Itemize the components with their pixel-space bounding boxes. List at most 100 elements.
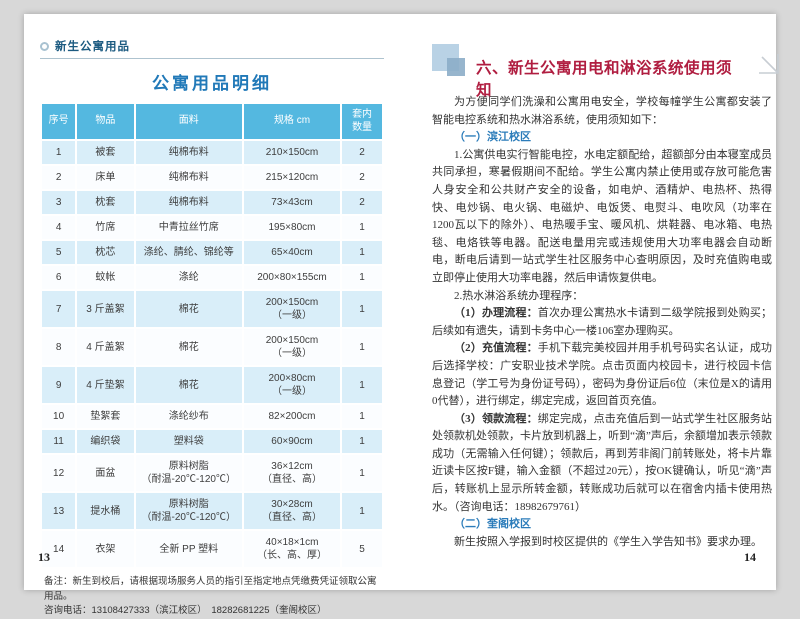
cell-material: 原料树脂 （耐温-20℃-120℃）	[135, 455, 242, 491]
cell-index: 3	[42, 191, 76, 214]
cell-spec: 210×150cm	[243, 141, 341, 164]
decor-square-dark	[447, 58, 465, 76]
cell-spec: 73×43cm	[243, 191, 341, 214]
table-row: 5 枕芯 涤纶、腈纶、锦纶等 65×40cm 1	[42, 241, 382, 264]
book-spread: 新生公寓用品 公寓用品明细 序号 物品 面料 规格 cm 套内 数量 1 被套 …	[24, 14, 779, 616]
cell-material: 塑料袋	[135, 430, 242, 453]
cell-index: 1	[42, 141, 76, 164]
intro-paragraph: 为方便同学们洗澡和公寓用电安全，学校每幢学生公寓都安装了智能电控系统和热水淋浴系…	[432, 96, 772, 126]
campus1-heading: （一）滨江校区	[454, 131, 531, 144]
cell-material: 纯棉布料	[135, 191, 242, 214]
col-header-spec: 规格 cm	[243, 104, 341, 139]
cell-item: 被套	[77, 141, 134, 164]
cell-item: 编织袋	[77, 430, 134, 453]
step2-text: 手机下载完美校园并用手机号码实名认证，成功后选择学校：广安职业技术学院。点击页面…	[432, 342, 773, 408]
supplies-table: 序号 物品 面料 规格 cm 套内 数量 1 被套 纯棉布料 210×150cm…	[40, 102, 384, 569]
cell-index: 5	[42, 241, 76, 264]
cell-qty: 1	[342, 329, 382, 365]
table-row: 7 3 斤盖絮 棉花 200×150cm （一级） 1	[42, 291, 382, 327]
cell-material: 棉花	[135, 367, 242, 403]
cell-qty: 1	[342, 405, 382, 428]
cell-item: 4 斤垫絮	[77, 367, 134, 403]
table-row: 2 床单 纯棉布料 215×120cm 2	[42, 166, 382, 189]
table-footnote: 备注：新生到校后，请根据现场服务人员的指引至指定地点凭缴费凭证领取公寓用品。 咨…	[40, 575, 384, 619]
footnote-line2: 咨询电话：13108427333（滨江校区） 18282681225（奎阁校区）	[44, 605, 327, 617]
table-row: 13 提水桶 原料树脂 （耐温-20℃-120℃） 30×28cm （直径、高）…	[42, 493, 382, 529]
cell-item: 3 斤盖絮	[77, 291, 134, 327]
section-header: 新生公寓用品	[40, 38, 384, 59]
cell-spec: 200×150cm （一级）	[243, 291, 341, 327]
cell-qty: 1	[342, 367, 382, 403]
cell-spec: 215×120cm	[243, 166, 341, 189]
table-row: 10 垫絮套 涤纶纱布 82×200cm 1	[42, 405, 382, 428]
cell-material: 涤纶纱布	[135, 405, 242, 428]
cell-item: 4 斤盖絮	[77, 329, 134, 365]
step3-paragraph: （3）领款流程：绑定完成，点击充值后到一站式学生社区服务站处领款机处领款，卡片放…	[432, 411, 772, 517]
cell-qty: 5	[342, 531, 382, 567]
step2-label: （2）充值流程：	[454, 342, 538, 355]
col-header-index: 序号	[42, 104, 76, 139]
campus2-heading: （二）奎阁校区	[454, 518, 531, 531]
cell-material: 涤纶	[135, 266, 242, 289]
cell-spec: 60×90cm	[243, 430, 341, 453]
footnote-line1: 备注：新生到校后，请根据现场服务人员的指引至指定地点凭缴费凭证领取公寓用品。	[44, 576, 377, 602]
right-title-bar: 六、新生公寓用电和淋浴系统使用须知	[432, 44, 779, 99]
table-row: 3 枕套 纯棉布料 73×43cm 2	[42, 191, 382, 214]
cell-spec: 82×200cm	[243, 405, 341, 428]
table-row: 4 竹席 中青拉丝竹席 195×80cm 1	[42, 216, 382, 239]
step1-paragraph: （1）办理流程：首次办理公寓热水卡请到二级学院报到处购买；后续如有遗失，请到卡务…	[432, 305, 772, 340]
page-right: 六、新生公寓用电和淋浴系统使用须知 为方便同学们洗澡和公寓用电安全，学校每幢学生…	[432, 44, 779, 551]
cell-material: 原料树脂 （耐温-20℃-120℃）	[135, 493, 242, 529]
cell-index: 9	[42, 367, 76, 403]
cell-item: 枕芯	[77, 241, 134, 264]
step3-label: （3）领款流程：	[454, 412, 538, 425]
page-left: 新生公寓用品 公寓用品明细 序号 物品 面料 规格 cm 套内 数量 1 被套 …	[40, 38, 384, 619]
cell-index: 12	[42, 455, 76, 491]
cell-qty: 1	[342, 291, 382, 327]
cell-spec: 40×18×1cm （长、高、厚）	[243, 531, 341, 567]
cell-index: 11	[42, 430, 76, 453]
cell-index: 2	[42, 166, 76, 189]
cell-qty: 1	[342, 216, 382, 239]
step1-text: 首次办理公寓热水卡请到二级学院报到处购买；后续如有遗失，请到卡务中心一楼106室…	[432, 307, 773, 337]
cell-index: 14	[42, 531, 76, 567]
table-row: 1 被套 纯棉布料 210×150cm 2	[42, 141, 382, 164]
cell-material: 棉花	[135, 329, 242, 365]
cell-index: 13	[42, 493, 76, 529]
cell-index: 8	[42, 329, 76, 365]
cell-qty: 1	[342, 430, 382, 453]
cell-material: 纯棉布料	[135, 166, 242, 189]
rule1-paragraph: 1.公寓供电实行智能电控，水电定额配给，超额部分由本寝室成员共同承担，寒暑假期间…	[432, 148, 772, 284]
cell-item: 枕套	[77, 191, 134, 214]
page-number-left: 13	[38, 550, 50, 564]
cell-index: 6	[42, 266, 76, 289]
cell-spec: 200×80cm （一级）	[243, 367, 341, 403]
cell-qty: 1	[342, 493, 382, 529]
cell-index: 7	[42, 291, 76, 327]
cell-spec: 200×150cm （一级）	[243, 329, 341, 365]
closing-paragraph: 新生按照入学报到时校区提供的《学生入学告知书》要求办理。	[454, 535, 762, 548]
table-row: 9 4 斤垫絮 棉花 200×80cm （一级） 1	[42, 367, 382, 403]
cell-index: 10	[42, 405, 76, 428]
ring-bullet-icon	[40, 41, 49, 51]
right-body-text: 为方便同学们洗澡和公寓用电安全，学校每幢学生公寓都安装了智能电控系统和热水淋浴系…	[432, 94, 772, 551]
cell-qty: 2	[342, 166, 382, 189]
cell-item: 蚊帐	[77, 266, 134, 289]
cell-material: 棉花	[135, 291, 242, 327]
table-row: 14 衣架 全新 PP 塑料 40×18×1cm （长、高、厚） 5	[42, 531, 382, 567]
cell-material: 中青拉丝竹席	[135, 216, 242, 239]
col-header-qty: 套内 数量	[342, 104, 382, 139]
col-header-item: 物品	[77, 104, 134, 139]
cell-qty: 1	[342, 266, 382, 289]
cell-material: 全新 PP 塑料	[135, 531, 242, 567]
section-title: 六、新生公寓用电和淋浴系统使用须知	[476, 60, 733, 99]
step2-paragraph: （2）充值流程：手机下载完美校园并用手机号码实名认证，成功后选择学校：广安职业技…	[432, 340, 772, 410]
cell-spec: 200×80×155cm	[243, 266, 341, 289]
section-header-label: 新生公寓用品	[55, 41, 130, 53]
cell-material: 纯棉布料	[135, 141, 242, 164]
table-title: 公寓用品明细	[152, 74, 272, 93]
step1-label: （1）办理流程：	[454, 307, 538, 320]
cell-item: 面盆	[77, 455, 134, 491]
table-row: 12 面盆 原料树脂 （耐温-20℃-120℃） 36×12cm （直径、高） …	[42, 455, 382, 491]
rule2-paragraph: 2.热水淋浴系统办理程序：	[454, 289, 584, 302]
